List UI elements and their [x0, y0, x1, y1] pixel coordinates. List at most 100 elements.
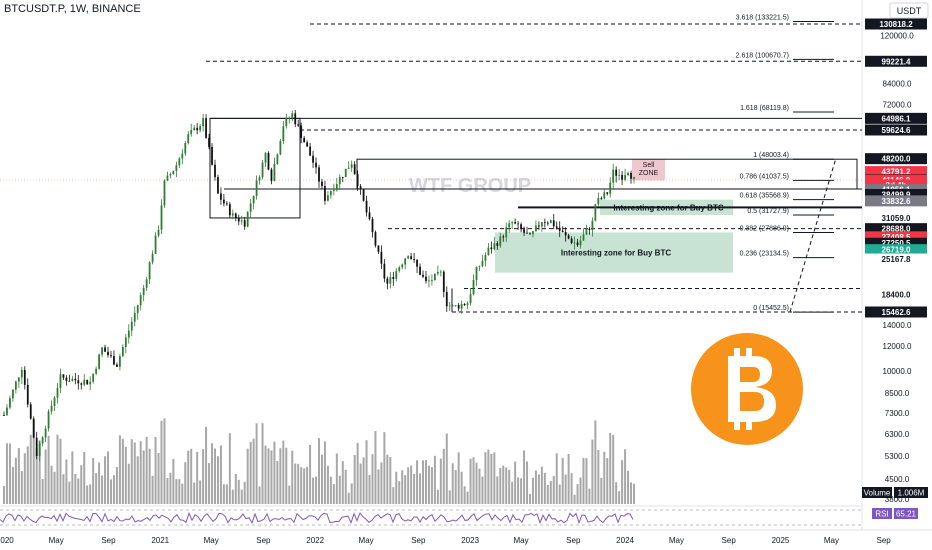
volume-bar — [127, 463, 130, 504]
candle-body — [71, 378, 74, 381]
candle-body — [573, 242, 576, 244]
candle-body — [276, 154, 279, 164]
candle-body — [121, 346, 124, 357]
candle-body — [223, 199, 225, 204]
currency-button[interactable] — [889, 2, 929, 19]
volume-bar — [606, 458, 609, 504]
candle-body — [217, 177, 219, 194]
price-tag — [865, 231, 927, 243]
volume-bar — [172, 458, 175, 504]
candle-body — [425, 276, 427, 282]
volume-bar — [594, 420, 597, 504]
candle-body — [26, 384, 29, 405]
fib-label: 0.786 (41037.5) — [740, 173, 789, 180]
volume-bar — [26, 446, 29, 504]
volume-bar — [332, 484, 335, 504]
volume-bar — [445, 433, 448, 504]
candle-body — [252, 195, 255, 204]
volume-bar — [65, 459, 68, 504]
range-box — [209, 117, 301, 219]
fib-label: 0.5 (31727.9) — [747, 208, 789, 215]
volume-bar — [341, 461, 344, 504]
candle-body — [493, 243, 496, 250]
rsi-label: RSI — [875, 510, 888, 519]
volume-bar — [326, 465, 329, 504]
volume-bar — [499, 467, 502, 504]
candle-body — [47, 411, 50, 429]
volume-bar — [163, 418, 166, 504]
volume-bar — [508, 469, 511, 504]
volume-bar — [202, 449, 205, 504]
volume-bar — [371, 454, 374, 504]
candle-body — [133, 312, 136, 322]
candle-body — [609, 182, 612, 194]
volume-bar — [71, 451, 74, 504]
volume-bar — [213, 448, 216, 504]
volume-bar — [383, 432, 386, 504]
candle-body — [469, 294, 472, 304]
candle-body — [6, 407, 8, 416]
time-tick-label: Sep — [411, 536, 426, 545]
candle-body — [549, 220, 552, 224]
volume-bar — [528, 493, 531, 504]
zone-box — [632, 159, 665, 181]
volume-bar — [98, 462, 101, 504]
time-tick-label: 2025 — [772, 536, 790, 545]
candle-body — [249, 203, 252, 212]
candle-body — [332, 190, 335, 192]
candle-body — [395, 270, 398, 279]
time-tick-label: Sep — [722, 536, 737, 545]
volume-bar — [362, 457, 365, 504]
zone-label: Interesting zone for Buy BTC — [561, 249, 671, 258]
fib-label: 2.618 (100670.7) — [736, 52, 789, 59]
candle-body — [315, 162, 317, 168]
candle-body — [110, 355, 112, 357]
price-tag-label: 33832.6 — [882, 197, 911, 206]
volume-bar — [273, 441, 276, 504]
fib-label: 3.618 (133221.5) — [736, 15, 789, 22]
volume-bar — [175, 479, 178, 504]
candle-body — [9, 398, 11, 408]
candle-body — [612, 169, 615, 183]
candle-body — [20, 369, 23, 378]
candle-body — [255, 180, 258, 196]
volume-bar — [576, 484, 579, 504]
volume-value: 1.006M — [898, 489, 925, 498]
volume-bar — [365, 440, 368, 504]
volume-bar — [555, 453, 558, 504]
volume-bar — [315, 476, 318, 504]
volume-bar — [282, 440, 285, 504]
candle-body — [130, 321, 133, 331]
candle-body — [202, 118, 205, 127]
volume-bar — [558, 484, 561, 504]
time-axis[interactable]: 2020 May Sep 2021 May Sep 2022 May Sep 2023 May Sep… — [0, 536, 891, 545]
volume-bar — [285, 447, 288, 504]
fib-label: 1 (48003.4) — [753, 152, 789, 159]
volume-bar — [323, 441, 326, 504]
zone-box — [495, 232, 733, 273]
volume-bar — [413, 473, 416, 504]
ticker-title[interactable]: BTCUSDT.P, 1W, BINANCE — [4, 3, 141, 15]
price-tag-label: 15462.6 — [882, 308, 911, 317]
price-tick-label: 84000.0 — [883, 80, 912, 89]
candle-body — [567, 235, 570, 239]
volume-bar — [380, 462, 383, 504]
candle-body — [627, 172, 629, 176]
volume-bar — [17, 448, 20, 504]
candle-body — [472, 280, 475, 295]
candle-body — [306, 142, 309, 147]
volume-bar — [475, 462, 478, 504]
candle-body — [205, 118, 207, 138]
candle-body — [95, 368, 98, 374]
volume-bar — [511, 481, 514, 504]
volume-bar — [249, 441, 252, 504]
candle-body — [499, 236, 502, 246]
price-axis[interactable]: 120000.0 84000.0 72000.0 14000.0 12000.0 1000… — [880, 32, 914, 504]
volume-bar — [142, 450, 145, 504]
volume-bar — [258, 486, 261, 504]
candle-body — [29, 404, 32, 419]
candle-body — [386, 278, 389, 284]
volume-bar — [398, 481, 401, 504]
candle-body — [344, 168, 347, 178]
